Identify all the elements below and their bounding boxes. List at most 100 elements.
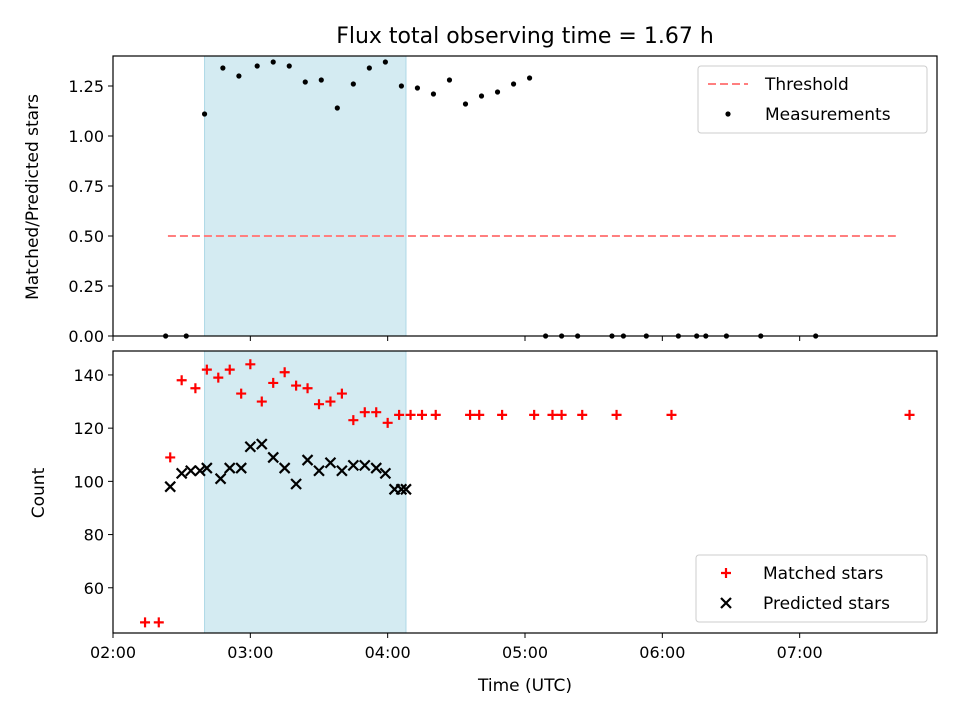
top-measurements-point-15 bbox=[414, 85, 421, 91]
bottom-legend-label-predicted-stars: Predicted stars bbox=[763, 594, 890, 614]
top-legend-label-measurements: Measurements bbox=[765, 105, 891, 125]
bottom-matched-stars-point-30 bbox=[547, 409, 558, 420]
bottom-y-tick-label-4: 140 bbox=[73, 366, 104, 385]
top-y-tick-label-4: 1.00 bbox=[68, 127, 104, 146]
top-panel: 0.00 0.25 0.50 0.75 1.00 1.25 Threshold Measure… bbox=[68, 55, 938, 346]
bottom-matched-stars-point-15 bbox=[314, 399, 324, 410]
bottom-predicted-stars-point-14 bbox=[313, 464, 325, 477]
bottom-y-axis-label: Count bbox=[29, 467, 49, 518]
bottom-matched-stars-point-12 bbox=[279, 367, 290, 378]
bottom-matched-stars-point-14 bbox=[302, 383, 313, 394]
bottom-shaded-span bbox=[204, 350, 407, 634]
top-shaded-span bbox=[204, 55, 407, 337]
bottom-predicted-stars-point-22 bbox=[395, 483, 408, 496]
top-legend-swatch-measurements bbox=[725, 111, 731, 117]
bottom-panel: 60 80 100 120 140 02:00 03:00 04:00 05:00 06:00 07… bbox=[73, 350, 938, 662]
bottom-matched-stars-point-25 bbox=[430, 409, 441, 420]
bottom-matched-stars-point-8 bbox=[236, 388, 247, 399]
x-tick-label-2: 04:00 bbox=[365, 643, 411, 662]
top-measurements-point-10 bbox=[334, 105, 340, 111]
bottom-matched-stars-point-7 bbox=[224, 364, 235, 375]
top-measurements-point-8 bbox=[302, 79, 308, 85]
bottom-legend-swatch-matched-stars bbox=[721, 568, 731, 578]
bottom-matched-stars-point-13 bbox=[291, 380, 302, 391]
top-legend: Threshold Measurements bbox=[697, 65, 928, 134]
chart-title: Flux total observing time = 1.67 h bbox=[336, 24, 714, 49]
bottom-matched-stars-point-28 bbox=[497, 409, 508, 420]
top-measurements-point-12 bbox=[366, 65, 372, 71]
bottom-matched-stars-point-27 bbox=[474, 409, 485, 420]
bottom-predicted-stars-point-11 bbox=[278, 462, 291, 474]
bottom-predicted-stars-point-6 bbox=[223, 462, 236, 474]
bottom-matched-stars-point-20 bbox=[371, 407, 382, 418]
bottom-matched-stars-point-3 bbox=[176, 375, 187, 386]
top-measurements-point-2 bbox=[201, 111, 208, 117]
bottom-matched-stars-point-24 bbox=[417, 409, 427, 420]
top-measurements-point-16 bbox=[430, 91, 437, 97]
top-measurements-point-9 bbox=[318, 77, 324, 83]
bottom-predicted-stars-point-15 bbox=[324, 456, 337, 469]
x-axis-label: Time (UTC) bbox=[477, 676, 572, 696]
bottom-matched-stars-point-33 bbox=[611, 409, 622, 420]
bottom-matched-stars-point-0 bbox=[140, 617, 151, 628]
bottom-legend-box bbox=[695, 554, 928, 623]
top-measurements-point-4 bbox=[236, 73, 242, 79]
bottom-matched-stars-point-35 bbox=[904, 409, 915, 420]
bottom-y-tick-label-0: 60 bbox=[84, 579, 104, 598]
bottom-predicted-stars-point-0 bbox=[164, 480, 176, 493]
top-measurements-point-22 bbox=[526, 75, 533, 81]
bottom-legend: Matched stars Predicted stars bbox=[695, 554, 928, 623]
bottom-matched-stars-point-21 bbox=[382, 417, 393, 428]
bottom-matched-stars-point-6 bbox=[213, 372, 224, 383]
bottom-predicted-stars-point-23 bbox=[400, 483, 412, 496]
top-legend-box bbox=[697, 65, 928, 134]
top-measurements-point-3 bbox=[220, 65, 226, 71]
bottom-matched-stars-point-29 bbox=[529, 409, 540, 420]
bottom-predicted-stars-point-12 bbox=[290, 478, 302, 490]
bottom-matched-stars-point-19 bbox=[359, 407, 370, 418]
bottom-predicted-stars-point-4 bbox=[201, 462, 213, 474]
top-measurements-point-20 bbox=[494, 89, 501, 95]
bottom-predicted-stars-point-16 bbox=[336, 464, 348, 477]
top-measurements-point-17 bbox=[446, 77, 453, 83]
bottom-matched-stars-point-11 bbox=[268, 377, 279, 388]
top-y-tick-label-5: 1.25 bbox=[68, 77, 104, 96]
top-measurements-point-5 bbox=[254, 63, 260, 69]
x-tick-label-3: 05:00 bbox=[502, 643, 548, 662]
bottom-predicted-stars-point-3 bbox=[194, 464, 206, 477]
bottom-matched-stars-point-4 bbox=[190, 383, 201, 394]
bottom-predicted-stars-point-5 bbox=[214, 472, 227, 485]
top-measurements-point-7 bbox=[286, 63, 292, 69]
bottom-predicted-stars-point-17 bbox=[347, 459, 360, 472]
bottom-predicted-stars-point-13 bbox=[301, 454, 314, 466]
bottom-predicted-stars-point-9 bbox=[256, 438, 268, 450]
bottom-predicted-stars-point-2 bbox=[185, 464, 197, 477]
bottom-predicted-stars-point-10 bbox=[267, 451, 279, 464]
bottom-legend-swatch-predicted-stars bbox=[720, 597, 732, 609]
bottom-y-tick-label-1: 80 bbox=[84, 526, 104, 545]
bottom-predicted-stars-point-20 bbox=[379, 467, 392, 480]
top-measurements-point-14 bbox=[398, 83, 404, 89]
top-measurements-point-19 bbox=[478, 93, 485, 99]
bottom-matched-stars-point-32 bbox=[577, 409, 588, 420]
x-tick-label-0: 02:00 bbox=[90, 643, 136, 662]
bottom-matched-stars-point-18 bbox=[348, 415, 359, 426]
bottom-matched-stars-point-34 bbox=[666, 409, 677, 420]
x-tick-label-5: 07:00 bbox=[777, 643, 823, 662]
bottom-y-tick-label-3: 120 bbox=[73, 419, 104, 438]
x-tick-label-1: 03:00 bbox=[227, 643, 273, 662]
top-y-tick-label-2: 0.50 bbox=[68, 227, 104, 246]
bottom-matched-stars-point-22 bbox=[394, 409, 405, 420]
top-measurements-point-21 bbox=[510, 81, 517, 87]
bottom-matched-stars-point-10 bbox=[256, 396, 267, 407]
bottom-y-tick-label-2: 100 bbox=[73, 472, 104, 491]
x-tick-label-4: 06:00 bbox=[639, 643, 685, 662]
bottom-matched-stars-point-16 bbox=[325, 396, 336, 407]
top-measurements-point-11 bbox=[350, 81, 356, 87]
top-y-tick-label-0: 0.00 bbox=[68, 327, 104, 346]
bottom-matched-stars-point-1 bbox=[153, 617, 164, 628]
bottom-matched-stars-point-9 bbox=[245, 359, 256, 370]
bottom-matched-stars-point-5 bbox=[201, 364, 212, 375]
top-y-tick-label-1: 0.25 bbox=[68, 277, 104, 296]
